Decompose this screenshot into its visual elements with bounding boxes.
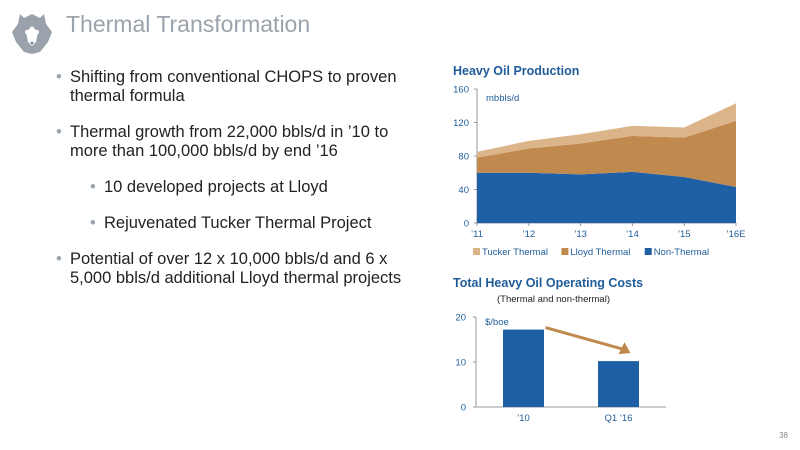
bar — [598, 361, 639, 407]
y-tick-label: 160 — [453, 85, 469, 96]
trend-arrow-head — [618, 342, 631, 355]
x-tick-label: ’12 — [522, 229, 535, 240]
y-tick-label: 10 — [455, 358, 466, 369]
area-non-thermal — [477, 171, 736, 223]
legend-label: Non-Thermal — [654, 247, 709, 258]
legend-swatch — [473, 248, 480, 255]
x-tick-label: ’13 — [574, 229, 587, 240]
trend-arrow-line — [545, 326, 623, 351]
area-tucker-thermal — [477, 103, 736, 158]
costs-chart-subtitle: (Thermal and non-thermal) — [497, 294, 610, 305]
slide-title: Thermal Transformation — [66, 11, 311, 37]
y-tick-label: 120 — [453, 118, 469, 129]
y-tick-label: 20 — [455, 313, 466, 324]
bullet-item: Thermal growth from 22,000 bbls/d in ’10… — [56, 123, 416, 161]
bullet-item: Potential of over 12 x 10,000 bbls/d and… — [56, 250, 416, 288]
y-tick-label: 80 — [458, 152, 469, 163]
production-area-chart: 0 40 80 120 160 mbbls/d ’11 ’12 ’13 ’14 ’15 ’16E Tuc… — [453, 85, 745, 259]
bar — [503, 329, 544, 407]
y-tick-label: 0 — [464, 219, 469, 230]
bullet-item: Shifting from conventional CHOPS to prov… — [56, 68, 416, 106]
sub-bullet-item: Rejuvenated Tucker Thermal Project — [90, 214, 416, 233]
legend-label: Lloyd Thermal — [570, 247, 630, 258]
costs-chart-title: Total Heavy Oil Operating Costs — [453, 276, 644, 290]
legend-label: Tucker Thermal — [482, 247, 548, 258]
legend-swatch — [644, 248, 652, 255]
legend-swatch — [561, 248, 569, 255]
x-tick-label: Q1 ’16 — [605, 413, 633, 424]
y-axis-unit-label: mbbls/d — [486, 93, 519, 104]
sub-bullet-item: 10 developed projects at Lloyd — [90, 178, 416, 197]
y-tick-label: 40 — [458, 185, 469, 196]
production-chart-title: Heavy Oil Production — [453, 64, 580, 78]
x-tick-label: ’14 — [626, 229, 639, 240]
husky-logo — [12, 14, 52, 54]
area-lloyd-thermal — [477, 120, 736, 187]
x-tick-label: ’10 — [517, 413, 530, 424]
y-axis-unit-label: $/boe — [485, 317, 509, 328]
x-tick-label: ’15 — [678, 229, 691, 240]
x-tick-label: ’16E — [726, 229, 745, 240]
bullet-list: Shifting from conventional CHOPS to prov… — [56, 68, 416, 305]
costs-bar-chart: 0 10 20 $/boe ’10 Q1 ’16 — [455, 313, 666, 424]
page-number: 38 — [779, 431, 788, 440]
y-tick-label: 0 — [461, 403, 466, 414]
x-tick-label: ’11 — [471, 229, 483, 240]
